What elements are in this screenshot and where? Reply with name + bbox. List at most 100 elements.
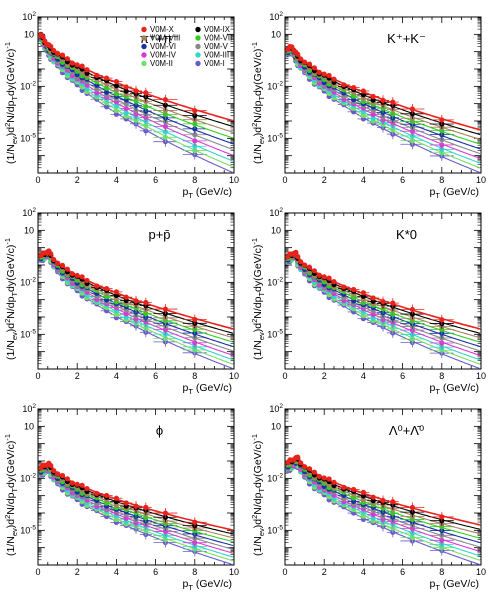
data-point (341, 82, 347, 88)
legend-label: V0M-IX (204, 25, 231, 34)
panel-title: K⁺+K⁻ (387, 31, 426, 46)
y-tick-label: 10-2 (20, 276, 36, 287)
x-tick-label: 4 (114, 371, 119, 381)
legend-marker (195, 26, 201, 33)
data-point (113, 103, 119, 109)
data-point (370, 515, 376, 521)
legend-label: V0M-X (150, 25, 175, 34)
y-tick-label: 10-2 (20, 472, 36, 483)
legend-marker (141, 52, 147, 58)
data-point (192, 143, 198, 149)
data-point (48, 43, 54, 49)
data-point (113, 78, 119, 85)
data-point (64, 56, 70, 62)
y-tick-exponent: -5 (30, 132, 36, 139)
x-tick-label: 4 (114, 567, 119, 577)
y-tick-label: 10-5 (267, 524, 283, 535)
x-axis-label: pT (GeV/c) (429, 578, 479, 592)
data-point (295, 454, 301, 460)
data-point (409, 106, 415, 112)
legend-marker (195, 43, 201, 50)
y-tick-label: 10 (271, 225, 281, 235)
data-point (55, 50, 61, 56)
x-tick-label: 10 (476, 371, 486, 381)
data-point (289, 44, 295, 50)
y-tick-exponent: -5 (30, 524, 36, 531)
data-point (84, 70, 90, 76)
legend-marker (141, 60, 147, 67)
data-point (316, 272, 322, 278)
x-tick-label: 10 (229, 371, 239, 381)
x-tick-label: 8 (192, 175, 197, 185)
series-group (285, 249, 481, 369)
y-axis-label: (1/Nev)d2N/dpTdy(GeV/c)-1 (250, 434, 266, 556)
data-point (316, 473, 322, 480)
data-point (390, 499, 396, 505)
data-point (59, 52, 66, 58)
data-point (162, 306, 168, 312)
data-point (380, 298, 386, 305)
y-tick-label: 102 (22, 403, 36, 414)
y-axis-label: (1/Nev)d2N/dpTdy(GeV/c)-1 (250, 42, 266, 164)
data-point (321, 71, 327, 77)
data-point (351, 84, 357, 91)
x-tick-label: 0 (35, 371, 40, 381)
x-tick-label: 0 (282, 371, 287, 381)
y-tick-exponent: -5 (30, 328, 36, 335)
data-point (360, 513, 366, 519)
data-point (331, 76, 337, 82)
y-tick-label: 10 (24, 225, 34, 235)
data-point (113, 495, 119, 501)
y-tick-label: 102 (22, 11, 36, 22)
data-point (94, 72, 100, 78)
data-point (409, 504, 415, 511)
data-point (341, 484, 347, 490)
data-point (295, 51, 301, 57)
data-point (59, 262, 66, 269)
data-point (306, 264, 313, 270)
data-point (123, 311, 129, 317)
data-point (64, 266, 70, 272)
y-tick-label: 10-5 (20, 524, 36, 535)
y-axis-label: (1/Nev)d2N/dpTdy(GeV/c)-1 (250, 238, 266, 360)
x-tick-label: 6 (400, 567, 405, 577)
data-point (360, 96, 366, 102)
data-point (162, 129, 168, 135)
data-point (370, 295, 376, 301)
data-point (74, 62, 80, 68)
data-point (370, 97, 376, 103)
x-tick-label: 6 (400, 175, 405, 185)
data-point (113, 289, 119, 295)
panel-3: 0 2 4 6 8 10 10-5 10-2 10 102 pT (GeV/c) (1/Nev)d2N… (3, 207, 239, 396)
legend-marker (195, 52, 201, 58)
data-point (351, 486, 357, 493)
y-tick-exponent: -2 (277, 472, 283, 479)
data-point (302, 59, 308, 65)
x-tick-label: 4 (114, 175, 119, 185)
data-point (370, 311, 376, 318)
y-tick-label: 10-2 (267, 276, 283, 287)
legend-label: V0M-IV (150, 51, 177, 60)
x-tick-label: 6 (153, 371, 158, 381)
data-point (370, 115, 376, 121)
data-point (306, 466, 313, 472)
legend-label: V0M-VII (204, 34, 232, 43)
data-point (113, 91, 119, 97)
data-point (123, 314, 129, 320)
data-point (360, 497, 366, 503)
y-tick-label: 10 (24, 421, 34, 431)
y-tick-exponent: 2 (32, 403, 36, 410)
data-point (113, 311, 119, 318)
data-point (298, 259, 304, 265)
data-point (69, 271, 75, 277)
data-point (51, 256, 57, 263)
data-point (192, 316, 198, 323)
series-group (285, 454, 481, 565)
x-tick-label: 8 (192, 371, 197, 381)
data-point (341, 284, 347, 290)
legend-label: V0M-III (204, 51, 229, 60)
data-point (360, 489, 366, 495)
panel-4: 0 2 4 6 8 10 10-5 10-2 10 102 pT (GeV/c) (1/Nev)d2N… (250, 207, 486, 396)
